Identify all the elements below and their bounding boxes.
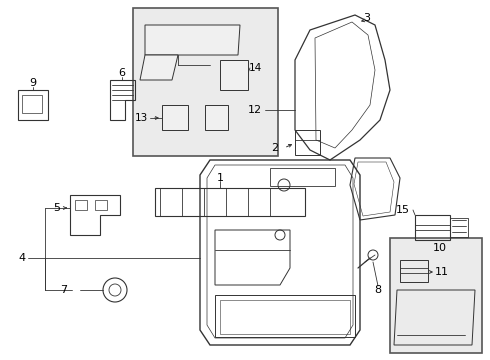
Text: 11: 11 xyxy=(435,267,449,277)
Polygon shape xyxy=(140,55,178,80)
Text: 13: 13 xyxy=(135,113,148,123)
Bar xyxy=(270,168,335,186)
Text: 3: 3 xyxy=(363,13,370,23)
Text: 12: 12 xyxy=(248,105,262,115)
Polygon shape xyxy=(220,60,248,90)
Text: 9: 9 xyxy=(29,78,37,88)
Text: 6: 6 xyxy=(119,68,125,78)
Bar xyxy=(215,295,355,337)
Bar xyxy=(22,95,42,113)
Text: 1: 1 xyxy=(217,173,223,183)
Bar xyxy=(75,200,87,210)
Text: 10: 10 xyxy=(433,243,447,253)
Bar xyxy=(155,188,305,216)
Bar xyxy=(220,300,350,334)
Polygon shape xyxy=(205,105,228,130)
Text: 2: 2 xyxy=(271,143,278,153)
Text: 14: 14 xyxy=(248,63,262,73)
Text: 4: 4 xyxy=(18,253,25,263)
Text: 7: 7 xyxy=(60,285,67,295)
Text: 8: 8 xyxy=(374,285,382,295)
Text: 5: 5 xyxy=(53,203,60,213)
Polygon shape xyxy=(162,105,188,130)
Bar xyxy=(133,8,278,156)
Text: 15: 15 xyxy=(396,205,410,215)
Bar xyxy=(95,200,107,210)
Polygon shape xyxy=(145,25,240,55)
Bar xyxy=(390,238,482,353)
